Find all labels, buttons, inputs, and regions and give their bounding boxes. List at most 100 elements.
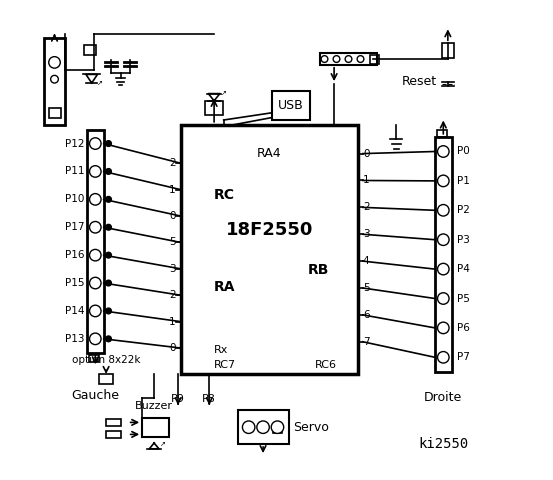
Text: RA: RA: [214, 280, 236, 294]
Bar: [99, 374, 113, 384]
Text: 2: 2: [363, 203, 369, 212]
Text: 1: 1: [363, 176, 369, 185]
Text: P7: P7: [456, 352, 469, 362]
Circle shape: [257, 421, 269, 433]
Text: 5: 5: [169, 238, 176, 247]
Text: P1: P1: [456, 176, 469, 186]
Circle shape: [437, 175, 449, 187]
Text: Gauche: Gauche: [71, 389, 119, 402]
Bar: [89, 355, 99, 362]
Circle shape: [106, 168, 111, 174]
Text: P0: P0: [456, 146, 469, 156]
Text: 18F2550: 18F2550: [226, 221, 313, 240]
Text: 0: 0: [169, 343, 176, 353]
Circle shape: [90, 250, 101, 261]
Text: 7: 7: [363, 337, 369, 347]
Circle shape: [106, 196, 111, 202]
Bar: [273, 424, 282, 433]
Circle shape: [90, 333, 101, 345]
Bar: [180, 125, 358, 374]
Text: 5: 5: [363, 283, 369, 293]
Bar: [442, 43, 454, 58]
Circle shape: [321, 56, 328, 62]
Text: USB: USB: [278, 99, 304, 112]
Circle shape: [437, 234, 449, 245]
Text: RC: RC: [214, 188, 235, 202]
Bar: [206, 101, 223, 115]
Text: P12: P12: [65, 139, 85, 148]
Circle shape: [106, 224, 111, 230]
Circle shape: [90, 193, 101, 205]
Circle shape: [106, 280, 111, 286]
Text: P13: P13: [65, 334, 85, 344]
Bar: [106, 431, 121, 438]
Text: 4: 4: [363, 256, 369, 266]
Bar: [44, 38, 65, 125]
Text: 3: 3: [363, 229, 369, 239]
Bar: [142, 418, 169, 437]
Text: RB: RB: [308, 263, 329, 276]
Text: 2: 2: [169, 158, 176, 168]
Circle shape: [437, 204, 449, 216]
Text: P14: P14: [65, 306, 85, 316]
Text: P15: P15: [65, 278, 85, 288]
Circle shape: [106, 141, 111, 146]
Circle shape: [437, 293, 449, 304]
Bar: [320, 53, 377, 65]
Text: Servo: Servo: [293, 420, 329, 434]
Bar: [238, 410, 289, 444]
Circle shape: [242, 421, 255, 433]
Text: P10: P10: [65, 194, 85, 204]
Text: 0: 0: [363, 149, 369, 158]
Text: P2: P2: [456, 205, 469, 216]
Circle shape: [437, 264, 449, 275]
Circle shape: [106, 308, 111, 314]
Text: P16: P16: [65, 250, 85, 260]
Circle shape: [90, 138, 101, 149]
Text: ↗: ↗: [160, 442, 166, 447]
Circle shape: [106, 336, 111, 342]
Bar: [84, 45, 96, 55]
Text: 2: 2: [169, 290, 176, 300]
Text: P3: P3: [456, 235, 469, 245]
Text: P9: P9: [171, 394, 185, 404]
Text: P8: P8: [202, 394, 216, 404]
Text: ki2550: ki2550: [418, 437, 468, 451]
Circle shape: [90, 305, 101, 317]
Text: P11: P11: [65, 167, 85, 177]
Bar: [49, 108, 60, 118]
Text: 6: 6: [363, 310, 369, 320]
Text: 1: 1: [169, 317, 176, 326]
Circle shape: [357, 56, 364, 62]
Text: P17: P17: [65, 222, 85, 232]
Circle shape: [49, 57, 60, 68]
Text: RA4: RA4: [257, 147, 281, 160]
Text: Droite: Droite: [424, 391, 462, 404]
Circle shape: [90, 221, 101, 233]
Circle shape: [51, 75, 58, 83]
Circle shape: [106, 252, 111, 258]
Text: Reset: Reset: [401, 75, 436, 88]
Text: P6: P6: [456, 323, 469, 333]
Circle shape: [437, 322, 449, 334]
Text: RC6: RC6: [315, 360, 337, 370]
Bar: [87, 130, 104, 353]
Bar: [370, 55, 379, 64]
Circle shape: [437, 351, 449, 363]
Bar: [437, 130, 447, 137]
Text: 0: 0: [169, 211, 176, 221]
Text: RC7: RC7: [214, 360, 236, 370]
Text: ↗: ↗: [97, 80, 102, 86]
Text: 3: 3: [169, 264, 176, 274]
Circle shape: [90, 166, 101, 177]
Bar: [106, 419, 121, 426]
Text: option 8x22k: option 8x22k: [72, 355, 140, 365]
Text: Buzzer: Buzzer: [135, 401, 173, 411]
Circle shape: [90, 277, 101, 289]
Circle shape: [333, 56, 340, 62]
Text: P4: P4: [456, 264, 469, 274]
Text: P5: P5: [456, 293, 469, 303]
Bar: [435, 137, 452, 372]
Circle shape: [345, 56, 352, 62]
Text: 1: 1: [169, 185, 176, 194]
